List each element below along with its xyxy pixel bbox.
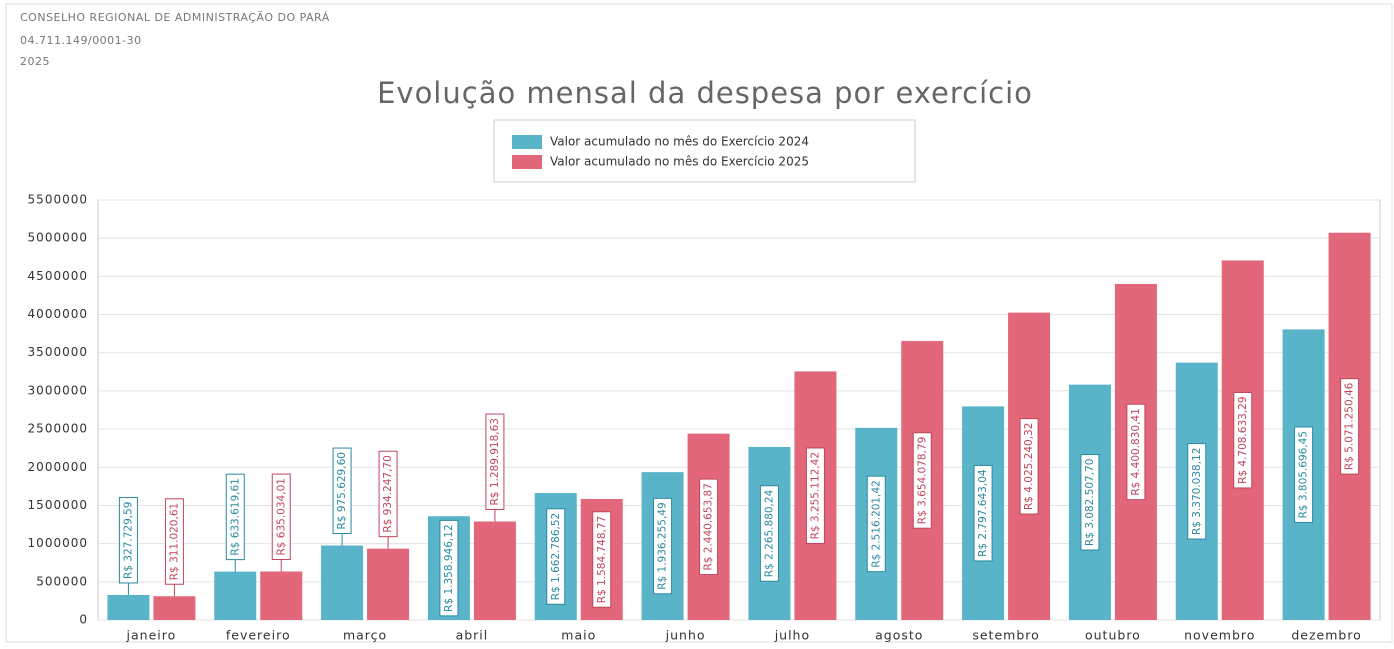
y-tick-label: 500000 <box>36 574 88 588</box>
value-label: R$ 4.708.633,29 <box>1237 396 1249 483</box>
bar <box>260 571 303 620</box>
value-label-box <box>1340 378 1360 475</box>
x-tick-label: novembro <box>1184 628 1255 643</box>
value-label-box <box>546 508 566 605</box>
x-tick-label: maio <box>561 628 596 643</box>
value-label-box <box>912 432 932 529</box>
legend-label: Valor acumulado no mês do Exercício 2024 <box>550 135 809 149</box>
bar <box>473 521 516 620</box>
value-label: R$ 3.654.078,79 <box>916 437 928 524</box>
value-label-box <box>759 485 779 582</box>
value-label: R$ 635.034,01 <box>275 478 287 555</box>
x-tick-label: abril <box>456 628 489 643</box>
value-label-box <box>1187 443 1207 540</box>
value-label-box <box>1080 454 1100 551</box>
y-tick-label: 2500000 <box>28 422 88 436</box>
value-label-box <box>1294 426 1314 523</box>
value-label-box <box>1126 403 1146 501</box>
header-line: CONSELHO REGIONAL DE ADMINISTRAÇÃO DO PA… <box>20 11 330 24</box>
x-tick-label: julho <box>774 628 810 643</box>
x-tick-label: dezembro <box>1291 628 1362 643</box>
chart-title: Evolução mensal da despesa por exercício <box>377 76 1033 110</box>
legend-box <box>493 119 916 183</box>
header-line: 04.711.149/0001-30 <box>20 34 142 47</box>
value-label: R$ 3.082.507,70 <box>1084 459 1096 546</box>
value-label: R$ 311.020,61 <box>168 503 180 580</box>
bar <box>321 545 364 620</box>
y-tick-label: 5500000 <box>28 193 88 207</box>
x-tick-label: janeiro <box>126 628 177 643</box>
y-tick-label: 1500000 <box>28 498 88 512</box>
value-label: R$ 327.729,59 <box>122 502 134 579</box>
header-line: 2025 <box>20 55 50 68</box>
bar <box>107 594 150 620</box>
x-tick-label: junho <box>665 628 706 643</box>
y-tick-label: 2000000 <box>28 460 88 474</box>
value-label-box <box>1019 418 1039 515</box>
x-tick-label: setembro <box>972 628 1039 643</box>
value-label: R$ 975.629,60 <box>336 452 348 529</box>
bar <box>214 571 257 620</box>
bar <box>367 548 410 620</box>
value-label-box <box>653 497 673 595</box>
value-label-box <box>592 511 612 608</box>
value-label: R$ 2.265.880,24 <box>763 489 775 577</box>
frame <box>5 3 1393 643</box>
value-label: R$ 4.400.830,41 <box>1130 408 1142 495</box>
y-tick-label: 1000000 <box>28 536 88 550</box>
value-label: R$ 3.805.696,45 <box>1298 431 1310 518</box>
value-label: R$ 2.797.643,04 <box>977 469 989 557</box>
value-label: R$ 633.619,61 <box>229 478 241 555</box>
value-label: R$ 934.247,70 <box>382 455 394 532</box>
value-label: R$ 2.516.201,42 <box>870 480 882 567</box>
legend-swatch <box>512 135 542 149</box>
y-tick-label: 3000000 <box>28 383 88 397</box>
legend-swatch <box>512 155 542 169</box>
value-label: R$ 1.662.786,52 <box>550 513 562 600</box>
value-label-box <box>866 475 886 573</box>
x-tick-label: março <box>343 628 387 643</box>
value-label-box <box>1233 391 1253 489</box>
value-label-box <box>805 447 825 544</box>
y-tick-label: 5000000 <box>28 231 88 245</box>
value-label-box <box>973 464 993 562</box>
value-label-box <box>699 478 719 576</box>
bar <box>153 596 196 620</box>
value-label: R$ 1.584.748,77 <box>596 516 608 603</box>
value-label: R$ 1.289.918,63 <box>489 418 501 505</box>
x-tick-label: fevereiro <box>226 628 291 643</box>
y-tick-label: 0 <box>79 613 88 627</box>
y-tick-label: 4500000 <box>28 269 88 283</box>
value-label: R$ 1.936.255,49 <box>657 502 669 589</box>
value-label: R$ 4.025.240,32 <box>1023 423 1035 510</box>
x-tick-label: outubro <box>1085 628 1141 643</box>
value-label-box <box>439 519 459 617</box>
y-tick-label: 4000000 <box>28 307 88 321</box>
value-label: R$ 5.071.250,46 <box>1344 382 1356 470</box>
value-label: R$ 3.255.112,42 <box>809 452 821 539</box>
value-label: R$ 1.358.946,12 <box>443 524 455 611</box>
value-label: R$ 3.370.038,12 <box>1191 448 1203 535</box>
x-tick-label: agosto <box>875 628 923 643</box>
legend-label: Valor acumulado no mês do Exercício 2025 <box>550 155 809 169</box>
value-label: R$ 2.440.653,87 <box>703 483 715 570</box>
y-tick-label: 3500000 <box>28 345 88 359</box>
